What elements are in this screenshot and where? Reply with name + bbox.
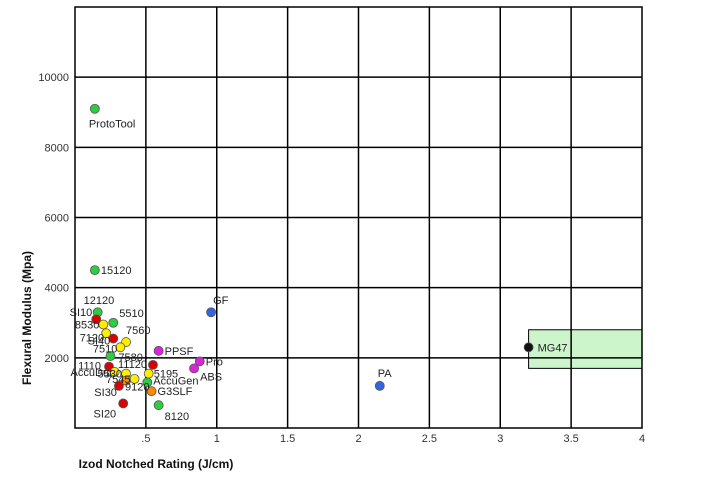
data-point-label: 11120 xyxy=(118,359,147,371)
y-axis-title: Flexural Modulus (Mpa) xyxy=(20,251,34,385)
data-point xyxy=(114,380,124,391)
data-point-label: 5510 xyxy=(119,308,143,320)
point-labels: ProtoTool1512012120SI10853055107120SI407… xyxy=(70,119,568,423)
data-point-label: 7545 xyxy=(106,374,130,386)
data-point-label: 8120 xyxy=(165,411,189,423)
x-tick-label: 4 xyxy=(639,433,645,445)
data-point-label: 12120 xyxy=(84,295,115,307)
data-point-label: 9120 xyxy=(125,382,149,394)
data-point-label: ProtoTool xyxy=(89,119,135,131)
data-point xyxy=(115,342,126,353)
data-point-label: SI30 xyxy=(94,387,117,399)
data-point-label: Pro xyxy=(206,356,223,368)
data-point-label: SI40 xyxy=(88,336,111,348)
data-point xyxy=(89,265,100,276)
data-point-label: ABS xyxy=(200,371,222,383)
y-tick-labels: 2000 4000 6000 8000 10000 xyxy=(38,72,69,365)
data-point-label: PA xyxy=(378,368,393,380)
highlight-region xyxy=(528,329,643,369)
data-point xyxy=(146,386,157,397)
data-point xyxy=(98,319,109,330)
data-point-label: MG47 xyxy=(538,342,568,354)
data-point xyxy=(374,380,385,391)
data-point xyxy=(118,398,129,409)
data-point-label: 5530 xyxy=(98,369,122,381)
grid-layer xyxy=(75,7,642,428)
x-tick-label: 2 xyxy=(355,433,361,445)
data-point-label: AccuDur xyxy=(71,367,114,379)
x-tick-label: 3 xyxy=(497,433,503,445)
y-tick-label: 2000 xyxy=(45,353,69,365)
data-point xyxy=(108,333,119,344)
x-tick-label: 1.5 xyxy=(280,433,295,445)
data-point xyxy=(148,359,158,370)
y-tick-label: 4000 xyxy=(45,283,69,295)
y-tick-label: 8000 xyxy=(45,142,69,154)
data-point xyxy=(189,363,199,374)
data-point xyxy=(153,400,164,411)
data-point-label: 1110 xyxy=(78,361,101,373)
data-point xyxy=(153,345,164,356)
data-point-label: 5195 xyxy=(154,369,178,381)
data-point xyxy=(109,366,120,377)
plot-frame xyxy=(74,6,643,429)
data-point xyxy=(91,314,102,325)
data-point xyxy=(206,307,216,318)
x-tick-label: .5 xyxy=(141,433,150,445)
y-tick-label: 6000 xyxy=(45,213,69,225)
data-points xyxy=(89,103,534,411)
data-point-label: G3SLF xyxy=(158,386,193,398)
data-point xyxy=(105,351,116,361)
data-point xyxy=(89,103,100,114)
data-point xyxy=(108,317,119,328)
data-point xyxy=(101,328,112,339)
data-point xyxy=(142,377,153,388)
x-tick-label: 2.5 xyxy=(422,433,437,445)
data-point-label: 7580 xyxy=(118,352,142,364)
data-point xyxy=(523,342,534,353)
data-point-label: AccuGen xyxy=(153,375,198,387)
data-point-label: 7120 xyxy=(80,332,104,344)
x-tick-label: 3.5 xyxy=(563,433,578,445)
data-point-label: PPSF xyxy=(165,346,194,358)
data-point-label: 8530 xyxy=(75,320,99,332)
data-point xyxy=(194,356,205,367)
data-point-label: GF xyxy=(213,295,229,307)
y-tick-label: 10000 xyxy=(38,72,69,84)
data-point-label: 7510 xyxy=(93,343,117,355)
data-point xyxy=(121,375,131,386)
data-point-label: SI10 xyxy=(70,307,93,319)
data-point-label: SI20 xyxy=(94,408,117,420)
x-tick-label: 1 xyxy=(214,433,220,445)
x-tick-labels: .5 1 1.5 2 2.5 3 3.5 4 xyxy=(141,433,645,445)
data-point-label: 15120 xyxy=(101,265,132,277)
highlight-region-layer xyxy=(528,329,643,369)
data-point-label: 7560 xyxy=(126,325,150,337)
x-axis-title: Izod Notched Rating (J/cm) xyxy=(79,457,234,471)
